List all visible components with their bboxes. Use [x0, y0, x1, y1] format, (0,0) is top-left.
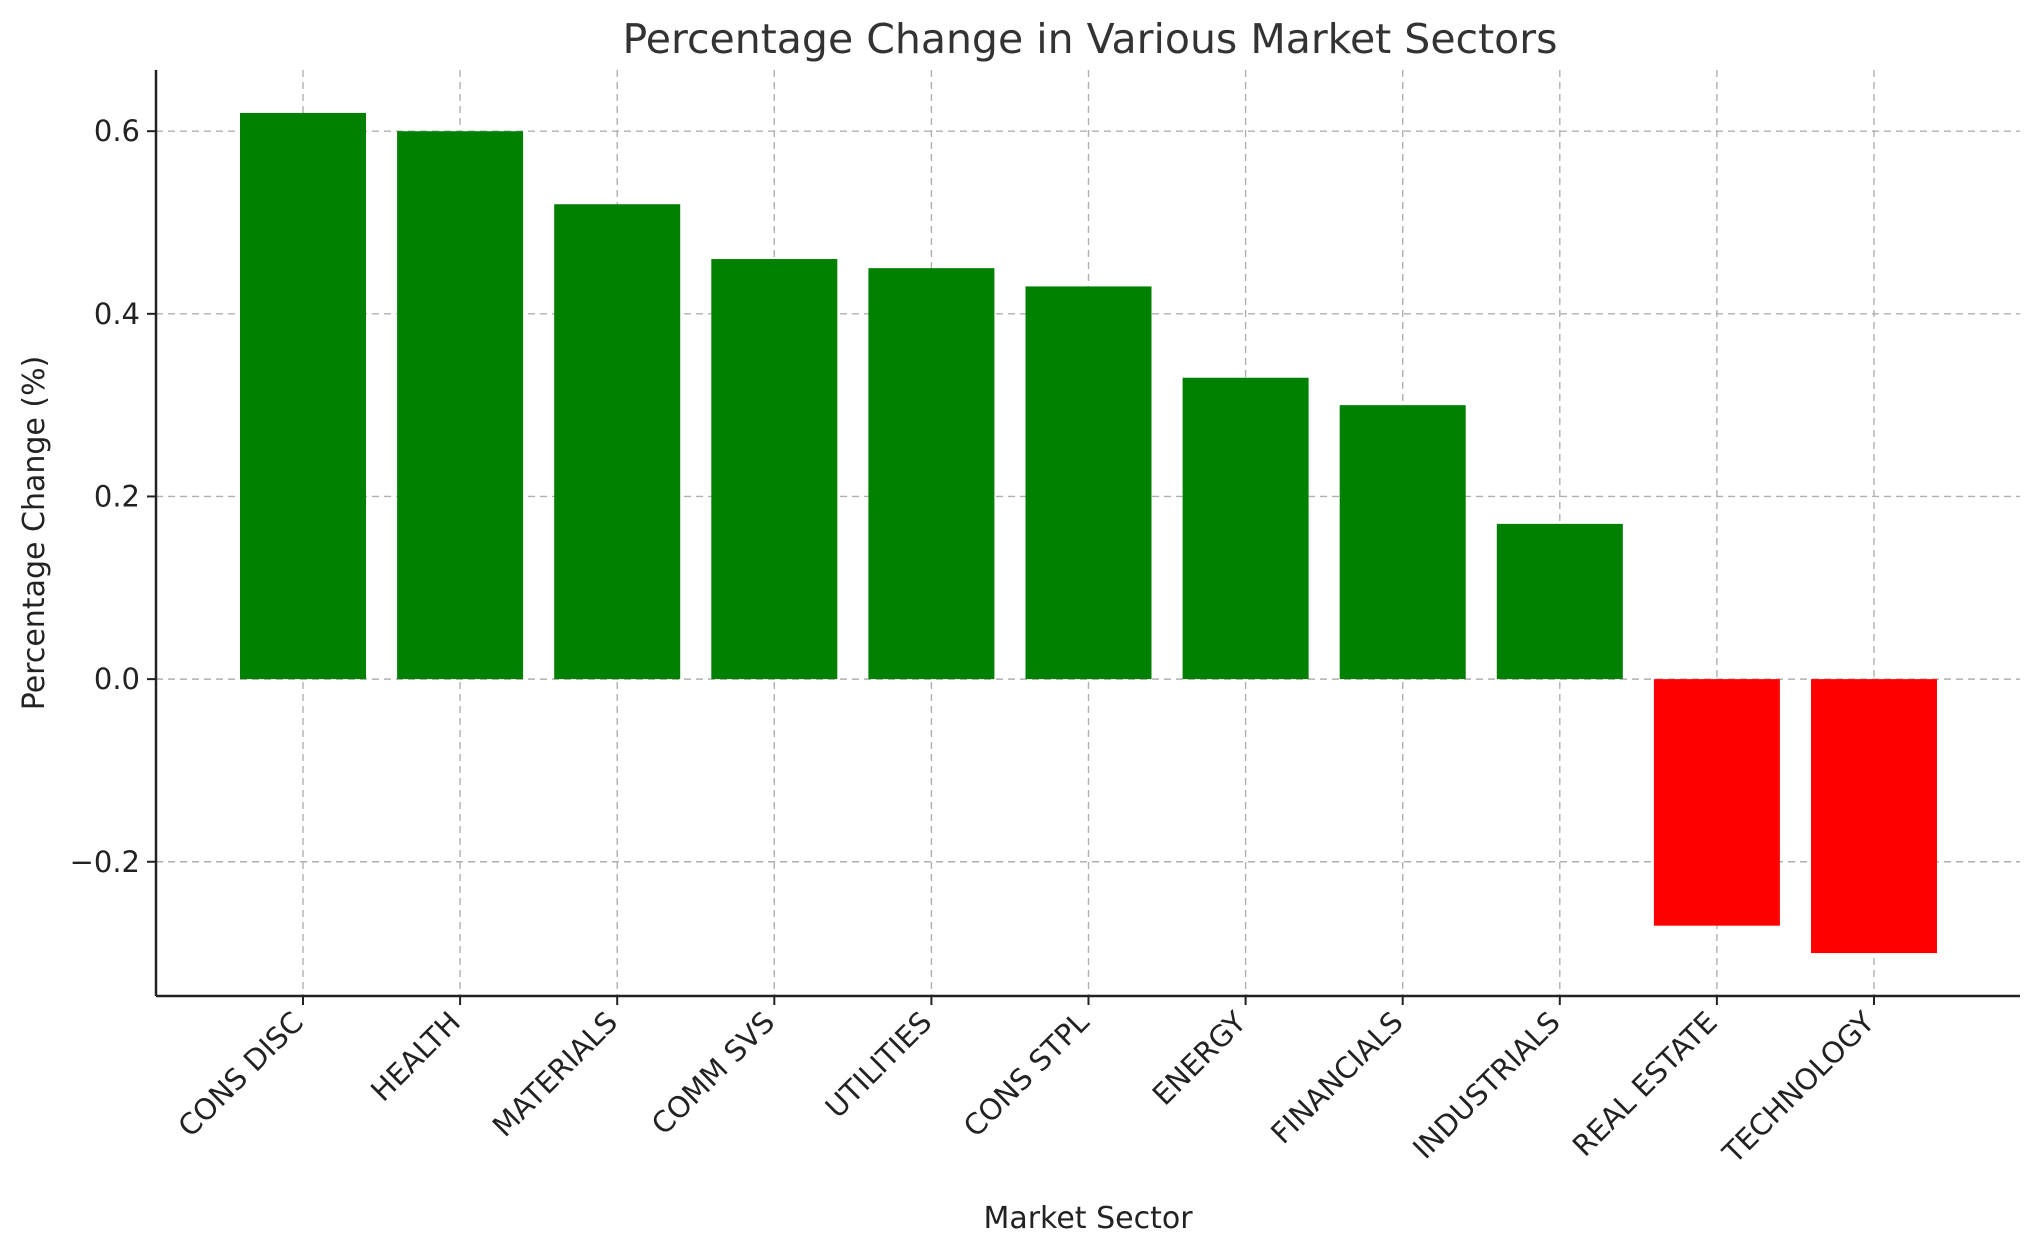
x-tick-label: REAL ESTATE	[1566, 1005, 1724, 1163]
y-axis-label: Percentage Change (%)	[17, 356, 52, 711]
x-tick-label: FINANCIALS	[1264, 1005, 1409, 1150]
y-tick-label: −0.2	[70, 845, 140, 879]
x-tick-label: UTILITIES	[819, 1005, 939, 1125]
bar-utilities	[868, 268, 995, 680]
x-tick-label: CONS STPL	[957, 1005, 1096, 1144]
bar-materials	[554, 204, 681, 680]
y-tick-label: 0.4	[94, 297, 140, 331]
bar-cons-disc	[240, 112, 366, 680]
x-axis-label: Market Sector	[983, 1201, 1193, 1236]
bar-health	[397, 131, 524, 680]
y-tick-label: 0.6	[94, 114, 140, 148]
bar-financials	[1339, 405, 1466, 680]
x-tick-label: HEALTH	[364, 1005, 467, 1108]
y-tick-label: 0.2	[94, 479, 140, 513]
x-tick-label: CONS DISC	[171, 1005, 310, 1144]
bar-real-estate	[1653, 679, 1780, 926]
bar-technology	[1811, 679, 1937, 954]
bar-industrials	[1496, 523, 1623, 680]
x-tick-label: ENERGY	[1146, 1005, 1253, 1112]
bar-cons-stpl	[1025, 286, 1152, 680]
x-tick-label: COMM SVS	[645, 1005, 781, 1141]
bar-energy	[1182, 377, 1309, 680]
bar-comm-svs	[711, 259, 838, 680]
x-tick-label: TECHNOLOGY	[1715, 1005, 1881, 1171]
bars	[240, 112, 1937, 954]
y-tick-label: 0.0	[94, 662, 140, 696]
chart-title: Percentage Change in Various Market Sect…	[623, 15, 1558, 63]
x-tick-label: INDUSTRIALS	[1406, 1005, 1567, 1166]
y-ticks: −0.2 0.0 0.2 0.4 0.6	[70, 114, 156, 879]
x-ticks: CONS DISC HEALTH MATERIALS COMM SVS UTILITIE…	[171, 996, 1881, 1171]
x-tick-label: MATERIALS	[486, 1005, 624, 1143]
